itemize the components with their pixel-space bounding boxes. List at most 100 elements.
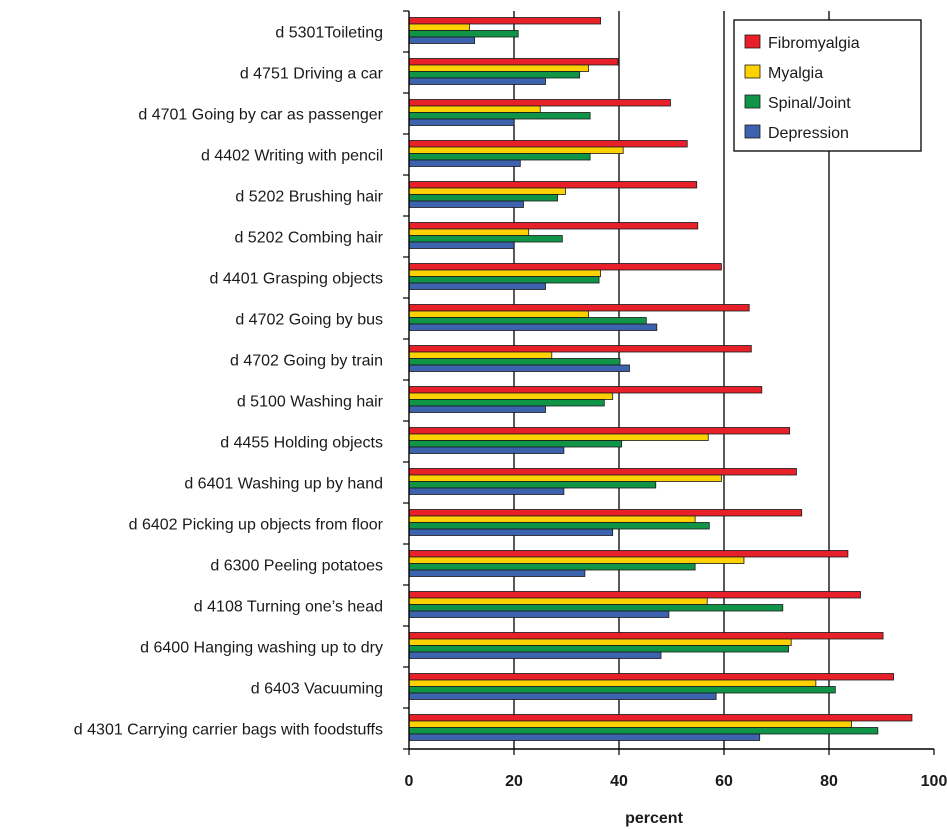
bar-myalgia [408, 720, 852, 728]
bar-spinal-joint [408, 481, 657, 489]
category-label: d 6402 Picking up objects from floor [129, 517, 384, 534]
bar-spinal-joint [408, 604, 784, 612]
bar-myalgia [408, 105, 541, 113]
category-label: d 4702 Going by train [230, 353, 383, 370]
bar-fibromyalgia [408, 140, 688, 148]
bar-spinal-joint [408, 71, 581, 79]
bar-spinal-joint [408, 727, 879, 735]
bar-fibromyalgia [408, 591, 861, 599]
bar-fibromyalgia [408, 714, 913, 722]
bar-fibromyalgia [408, 222, 699, 230]
bar-depression [408, 159, 521, 167]
bar-myalgia [408, 228, 530, 236]
category-label: d 6300 Peeling potatoes [210, 558, 383, 575]
category-label: d 4455 Holding objects [220, 435, 383, 452]
bar-myalgia [408, 515, 696, 523]
category-label: d 5100 Washing hair [237, 394, 384, 411]
bar-myalgia [408, 392, 614, 400]
bar-fibromyalgia [408, 550, 849, 558]
bar-spinal-joint [408, 440, 623, 448]
category-label: d 4701 Going by car as passenger [138, 107, 383, 124]
bar-myalgia [408, 474, 722, 482]
bar-series-group [408, 17, 913, 741]
x-tick-label: 60 [715, 773, 733, 790]
bar-depression [408, 487, 565, 495]
x-tick-label: 20 [505, 773, 523, 790]
bar-myalgia [408, 679, 817, 687]
bar-spinal-joint [408, 358, 621, 366]
category-label: d 4702 Going by bus [235, 312, 383, 329]
bar-depression [408, 323, 658, 331]
bar-spinal-joint [408, 194, 558, 202]
bar-depression [408, 200, 524, 208]
bar-spinal-joint [408, 522, 710, 530]
bar-spinal-joint [408, 317, 647, 325]
bar-fibromyalgia [408, 58, 619, 66]
x-tick-labels: 0 20 40 60 80 100 [405, 773, 947, 790]
bar-myalgia [408, 351, 553, 359]
legend-entry: Myalgia [768, 65, 823, 82]
legend-swatch [744, 64, 761, 79]
bar-spinal-joint [408, 563, 696, 571]
category-label: d 4108 Turning one’s head [194, 599, 383, 616]
bar-spinal-joint [408, 112, 591, 120]
bar-myalgia [408, 310, 589, 318]
bar-depression [408, 610, 670, 618]
bar-spinal-joint [408, 235, 563, 243]
bar-spinal-joint [408, 645, 789, 653]
category-label: d 4751 Driving a car [240, 66, 384, 83]
bar-depression [408, 364, 630, 372]
category-label: d 5301Toileting [275, 25, 383, 42]
bar-myalgia [408, 597, 708, 605]
bar-depression [408, 733, 761, 741]
x-tick-label: 100 [921, 773, 947, 790]
legend-box [733, 19, 922, 152]
bar-depression [408, 651, 662, 659]
bar-depression [408, 528, 614, 536]
bar-spinal-joint [408, 399, 605, 407]
bar-fibromyalgia [408, 304, 750, 312]
bar-depression [408, 36, 476, 44]
bar-fibromyalgia [408, 632, 884, 640]
x-axis-title: percent [625, 810, 683, 827]
category-label: d 6403 Vacuuming [251, 681, 383, 698]
legend-entry: Fibromyalgia [768, 35, 860, 52]
x-tick-label: 40 [610, 773, 628, 790]
category-label: d 6400 Hanging washing up to dry [140, 640, 383, 657]
x-tick-label: 0 [405, 773, 414, 790]
bar-depression [408, 241, 515, 249]
bar-fibromyalgia [408, 17, 602, 25]
bar-fibromyalgia [408, 263, 722, 271]
bar-spinal-joint [408, 30, 519, 38]
bar-spinal-joint [408, 686, 836, 694]
category-label: d 6401 Washing up by hand [184, 476, 383, 493]
category-label: d 5202 Brushing hair [235, 189, 383, 206]
category-label: d 4402 Writing with pencil [201, 148, 383, 165]
legend-swatch [744, 34, 761, 49]
category-labels: d 5301Toileting d 4751 Driving a car d 470… [74, 25, 384, 739]
bar-spinal-joint [408, 276, 600, 284]
bar-fibromyalgia [408, 181, 698, 189]
x-tick-label: 80 [820, 773, 838, 790]
bar-myalgia [408, 187, 566, 195]
bar-depression [408, 405, 546, 413]
axes [403, 10, 935, 755]
bar-depression [408, 77, 546, 85]
bar-myalgia [408, 146, 624, 154]
bar-myalgia [408, 433, 709, 441]
bar-fibromyalgia [408, 509, 803, 517]
legend-swatch [744, 124, 761, 139]
bar-depression [408, 118, 515, 126]
bar-myalgia [408, 638, 792, 646]
bar-depression [408, 446, 565, 454]
category-label: d 5202 Combing hair [234, 230, 383, 247]
bar-fibromyalgia [408, 673, 894, 681]
legend-swatch [744, 94, 761, 109]
bar-depression [408, 692, 717, 700]
category-label: d 4401 Grasping objects [210, 271, 383, 288]
bar-spinal-joint [408, 153, 591, 161]
bar-depression [408, 569, 586, 577]
legend: Fibromyalgia Myalgia Spinal/Joint Depressio… [733, 19, 922, 152]
legend-entry: Spinal/Joint [768, 95, 851, 112]
